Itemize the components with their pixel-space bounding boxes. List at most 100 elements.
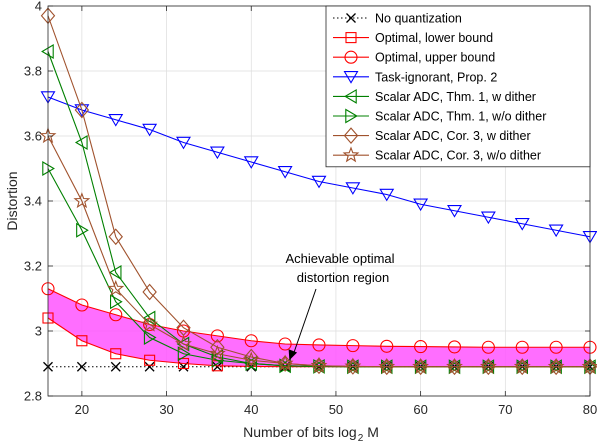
annotation-arrow-line [292, 288, 317, 355]
y-tick-label: 3.6 [24, 129, 42, 144]
x-tick-label: 50 [329, 402, 343, 417]
data-point [76, 361, 87, 372]
y-tick-label: 3.2 [24, 259, 42, 274]
data-point [110, 361, 121, 372]
data-point [177, 346, 191, 362]
data-point [379, 188, 395, 202]
data-point [141, 315, 159, 332]
legend-entry: No quantization [333, 12, 462, 26]
data-point [244, 348, 259, 366]
legend-entry: Task-ignorant, Prop. 2 [333, 70, 497, 84]
data-point [343, 71, 359, 84]
data-point [343, 127, 359, 144]
data-point [176, 136, 191, 150]
series-task-ignorant-prop-2 [40, 91, 597, 244]
legend-label: Optimal, lower bound [375, 31, 493, 45]
legend-box [325, 5, 591, 168]
x-tick-label: 70 [498, 402, 512, 417]
data-point [177, 357, 190, 370]
legend-label: Scalar ADC, Thm. 1, w/o dither [375, 110, 546, 124]
data-point [344, 357, 362, 374]
data-point [210, 329, 224, 343]
data-point [514, 218, 530, 231]
series-scalar-adc-cor-3-w-o-dither [39, 127, 597, 374]
data-point [480, 211, 496, 225]
data-point [144, 361, 155, 372]
data-point [344, 50, 358, 64]
data-point [346, 339, 360, 353]
data-point [547, 357, 565, 374]
data-point [142, 283, 157, 301]
data-point [549, 340, 563, 354]
data-point [208, 344, 226, 361]
y-tick-label: 3.4 [24, 194, 42, 209]
data-point [312, 338, 326, 352]
legend-label: Scalar ADC, Thm. 1, w dither [375, 90, 536, 104]
data-point [345, 182, 361, 195]
data-point [244, 334, 258, 348]
data-point [108, 114, 124, 127]
series-line [47, 288, 590, 348]
data-point [345, 32, 357, 44]
legend-entry: Scalar ADC, Cor. 3, w/o dither [333, 146, 541, 163]
data-point [110, 348, 122, 360]
data-point [412, 357, 430, 374]
x-tick-label: 30 [159, 402, 173, 417]
data-point [278, 337, 292, 351]
data-point [209, 146, 225, 160]
data-point [342, 146, 360, 163]
legend-entry: Optimal, lower bound [333, 31, 493, 45]
data-point [110, 294, 123, 310]
data-point [76, 335, 88, 347]
data-point [74, 101, 90, 119]
series-line [47, 96, 591, 238]
data-point [74, 135, 88, 150]
data-point [76, 222, 89, 238]
data-point [212, 361, 223, 372]
series-line [47, 135, 590, 368]
y-tick-label: 3.8 [24, 64, 42, 79]
data-point [142, 123, 158, 137]
data-point [108, 265, 122, 280]
annotation-line-2: distortion region [297, 270, 390, 285]
data-point [108, 228, 123, 246]
legend: No quantization Optimal, lower bound Optim… [325, 5, 591, 168]
data-point [107, 279, 125, 296]
data-point [447, 340, 462, 354]
x-axis-label-subscript: 2 [358, 433, 364, 444]
data-point [276, 354, 294, 371]
data-point [243, 156, 259, 169]
data-point [310, 356, 328, 373]
x-axis-label-main: Number of bits log [243, 424, 357, 440]
data-point [210, 338, 225, 356]
legend-label: Scalar ADC, Cor. 3, w/o dither [375, 149, 541, 163]
y-axis-label: Distortion [4, 171, 20, 230]
x-tick-label: 20 [75, 402, 89, 417]
data-point [73, 192, 91, 209]
x-axis-label-suffix: M [367, 424, 379, 440]
annotation-line-1: Achievable optimal [285, 251, 394, 266]
data-point [75, 298, 89, 312]
data-point [344, 88, 357, 104]
x-tick-label: 40 [244, 402, 258, 417]
x-tick-label: 80 [583, 402, 597, 417]
legend-entry: Scalar ADC, Thm. 1, w dither [333, 88, 536, 104]
data-point [413, 198, 429, 212]
legend-label: Scalar ADC, Cor. 3, w dither [375, 129, 531, 143]
x-axis-label: Number of bits log2 M [243, 424, 379, 444]
legend-label: No quantization [375, 12, 462, 26]
data-point [143, 330, 157, 345]
data-point [277, 166, 293, 179]
legend-label: Task-ignorant, Prop. 2 [375, 70, 497, 84]
data-point [74, 104, 90, 117]
data-point [548, 224, 564, 238]
data-point [311, 175, 327, 189]
x-tick-label: 60 [413, 402, 427, 417]
data-point [346, 13, 356, 23]
data-point [513, 357, 531, 374]
data-point [109, 308, 123, 322]
annotation: Achievable optimal distortion region [285, 251, 395, 361]
data-point [447, 205, 462, 218]
data-point [345, 108, 358, 124]
